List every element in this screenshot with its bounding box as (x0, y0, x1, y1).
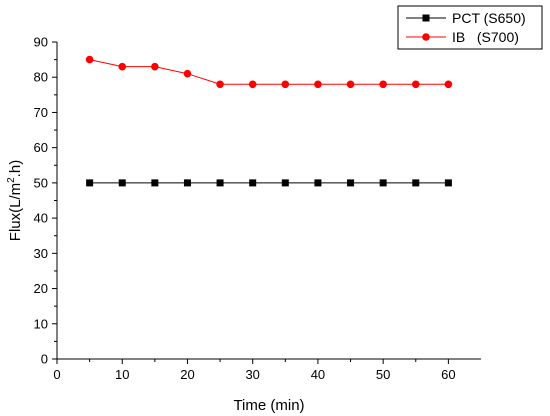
x-tick-label: 40 (311, 367, 325, 382)
data-point-circle (314, 80, 322, 89)
data-point-circle (118, 62, 127, 71)
data-point-circle (346, 80, 355, 89)
data-point-circle (281, 80, 290, 89)
y-tick-label: 60 (34, 140, 48, 155)
axes (56, 42, 481, 360)
data-point-square (86, 179, 94, 187)
series-layer (85, 55, 453, 187)
y-axis-label-suffix: .h) (7, 160, 24, 178)
legend-marker-circle (422, 33, 430, 41)
data-point-circle (411, 80, 420, 89)
data-point-square (118, 179, 126, 187)
series-1 (86, 179, 452, 187)
legend-label: PCT (S650) (452, 10, 526, 26)
y-tick-label: 20 (34, 281, 48, 296)
legend-marker-square (422, 14, 430, 22)
y-tick-label: 0 (41, 352, 48, 367)
data-point-circle (248, 80, 257, 89)
data-point-circle (183, 69, 192, 78)
x-tick-label: 50 (376, 367, 390, 382)
data-point-square (216, 179, 224, 187)
x-tick-label: 30 (245, 367, 259, 382)
data-point-circle (151, 62, 159, 71)
y-tick-label: 90 (34, 35, 48, 50)
data-point-square (281, 179, 289, 187)
x-tick-label: 0 (53, 367, 60, 382)
x-tick-label: 60 (441, 367, 455, 382)
x-tick-label: 20 (180, 367, 194, 382)
y-axis-label-superscript: 2 (6, 177, 17, 183)
y-axis-ticks: 0 10 20 30 40 50 60 70 80 90 (34, 35, 57, 367)
data-point-square (444, 179, 452, 187)
data-point-square (379, 179, 387, 187)
x-axis-label: Time (min) (233, 397, 304, 414)
data-point-square (151, 179, 159, 187)
x-axis-ticks: 0 10 20 30 40 50 60 (53, 359, 456, 382)
y-axis-label-prefix: Flux(L/m (7, 183, 24, 241)
data-point-square (412, 179, 420, 187)
data-point-circle (85, 55, 94, 64)
series-2 (85, 55, 453, 89)
data-point-square (314, 179, 322, 187)
legend-box (397, 5, 543, 50)
y-tick-label: 30 (34, 246, 48, 261)
legend-label: IB (S700) (452, 29, 519, 45)
y-tick-label: 40 (34, 211, 48, 226)
y-axis-label: Flux(L/m2.h) (6, 160, 24, 241)
data-point-square (249, 179, 257, 187)
legend: PCT (S650) IB (S700) (397, 5, 543, 50)
data-point-circle (379, 80, 387, 89)
data-point-circle (216, 80, 224, 89)
data-point-circle (444, 80, 453, 89)
y-tick-label: 50 (34, 175, 48, 190)
x-tick-label: 10 (115, 367, 129, 382)
data-point-square (347, 179, 355, 187)
data-point-square (183, 179, 191, 187)
y-tick-label: 70 (34, 105, 48, 120)
y-tick-label: 80 (34, 70, 48, 85)
series-line (89, 59, 449, 85)
y-tick-label: 10 (34, 316, 48, 331)
